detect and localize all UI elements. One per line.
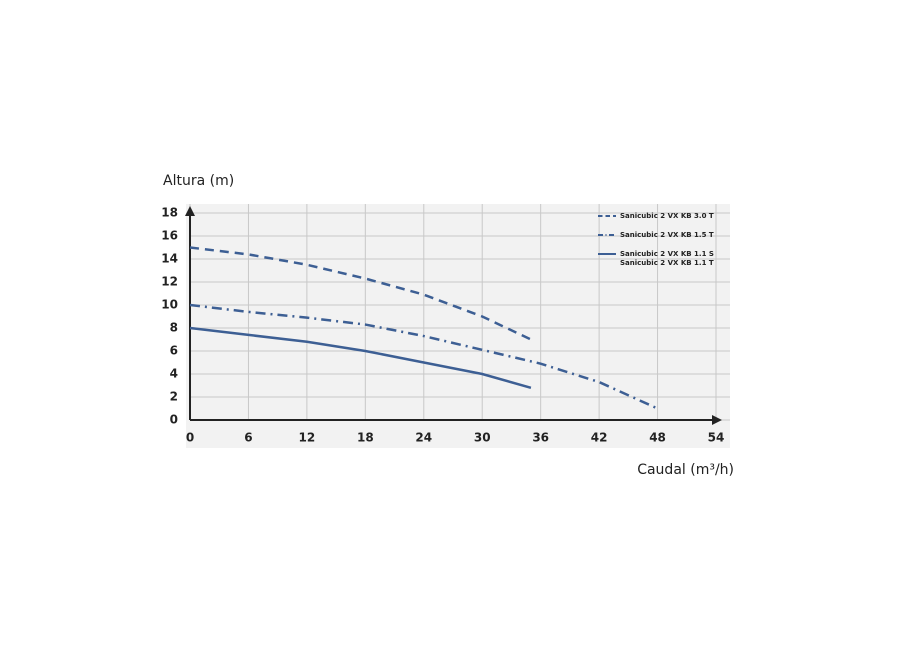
series-line — [189, 246, 532, 341]
x-tick-label: 18 — [357, 431, 374, 445]
series-line — [189, 326, 532, 390]
x-tick-label: 54 — [708, 431, 725, 445]
x-tick-label: 30 — [474, 431, 491, 445]
y-tick-label: 18 — [161, 206, 178, 220]
y-axis-label: Altura (m) — [163, 173, 234, 189]
series-line — [189, 303, 659, 410]
y-axis-arrow — [185, 206, 195, 216]
plot-background — [186, 204, 730, 448]
y-tick-label: 0 — [170, 413, 178, 427]
x-tick-label: 48 — [649, 431, 666, 445]
x-tick-label: 0 — [186, 431, 194, 445]
x-tick-label: 6 — [244, 431, 252, 445]
x-tick-label: 36 — [532, 431, 549, 445]
y-tick-label: 6 — [170, 344, 178, 358]
legend-label: Sanicubic 2 VX KB 1.1 S — [620, 250, 714, 258]
x-tick-label: 12 — [299, 431, 316, 445]
legend-label: Sanicubic 2 VX KB 3.0 T — [620, 212, 714, 220]
y-tick-label: 14 — [161, 252, 178, 266]
y-tick-label: 2 — [170, 390, 178, 404]
x-tick-label: 42 — [591, 431, 608, 445]
legend-label: Sanicubic 2 VX KB 1.1 T — [620, 259, 714, 267]
y-tick-label: 8 — [170, 321, 178, 335]
y-tick-label: 10 — [161, 298, 178, 312]
x-axis-arrow — [712, 415, 722, 425]
legend-label: Sanicubic 2 VX KB 1.5 T — [620, 231, 714, 239]
y-tick-label: 12 — [161, 275, 178, 289]
y-tick-label: 4 — [170, 367, 178, 381]
x-axis-label: Caudal (m³/h) — [637, 462, 734, 478]
y-tick-label: 16 — [161, 229, 178, 243]
x-tick-label: 24 — [415, 431, 432, 445]
